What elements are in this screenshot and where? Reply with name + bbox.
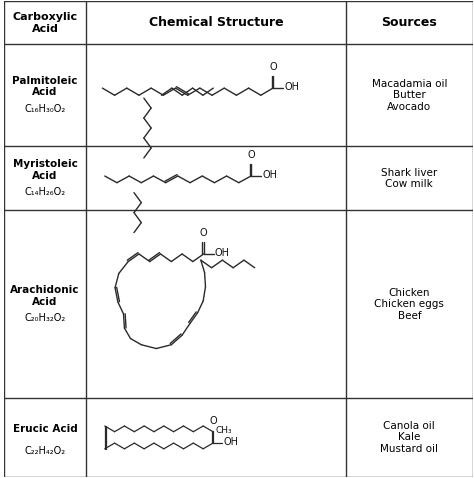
Text: C₂₀H₃₂O₂: C₂₀H₃₂O₂ (24, 313, 65, 323)
Text: Palmitoleic
Acid: Palmitoleic Acid (12, 76, 78, 98)
Text: Erucic Acid: Erucic Acid (13, 424, 77, 434)
Text: C₂₂H₄₂O₂: C₂₂H₄₂O₂ (25, 445, 65, 456)
Text: Shark liver
Cow milk: Shark liver Cow milk (381, 168, 438, 189)
Text: Myristoleic
Acid: Myristoleic Acid (13, 159, 77, 181)
Text: O: O (209, 416, 217, 426)
Text: Sources: Sources (382, 16, 437, 29)
Text: O: O (247, 150, 255, 160)
Text: Chemical Structure: Chemical Structure (149, 16, 283, 29)
Text: Arachidonic
Acid: Arachidonic Acid (10, 285, 80, 306)
Text: Carboxylic
Acid: Carboxylic Acid (12, 12, 78, 33)
Text: Macadamia oil
Butter
Avocado: Macadamia oil Butter Avocado (372, 79, 447, 112)
Text: O: O (269, 62, 277, 72)
Text: OH: OH (223, 437, 238, 447)
Text: OH: OH (215, 248, 230, 258)
Text: OH: OH (284, 82, 299, 92)
Text: CH₃: CH₃ (215, 426, 232, 435)
Text: OH: OH (262, 170, 277, 180)
Text: Chicken
Chicken eggs
Beef: Chicken Chicken eggs Beef (374, 288, 444, 321)
Text: C₁₆H₃₀O₂: C₁₆H₃₀O₂ (24, 104, 65, 114)
Text: O: O (200, 228, 208, 238)
Text: C₁₄H₂₆O₂: C₁₄H₂₆O₂ (25, 187, 65, 197)
Text: Canola oil
Kale
Mustard oil: Canola oil Kale Mustard oil (380, 421, 438, 454)
